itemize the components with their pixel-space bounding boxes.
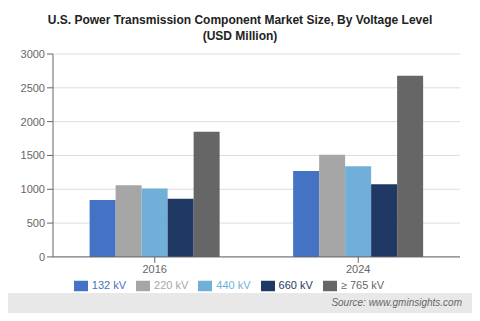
html-text:660 kV: 660 kV — [278, 278, 313, 291]
html-text:220 kV: 220 kV — [154, 278, 189, 291]
svg-text:1000: 1000 — [21, 183, 45, 195]
svg-text:2024: 2024 — [346, 263, 370, 275]
html-text:U.S. Power Transmission Compon: U.S. Power Transmission Component Market… — [47, 13, 433, 27]
svg-text:500: 500 — [27, 217, 45, 229]
svg-text:2500: 2500 — [21, 82, 45, 94]
svg-text:3000: 3000 — [21, 48, 45, 60]
svg-text:2016: 2016 — [143, 263, 167, 275]
html-text:440 kV: 440 kV — [216, 278, 251, 291]
svg-text:2000: 2000 — [21, 116, 45, 128]
html-text:≥ 765 kV: ≥ 765 kV — [340, 278, 385, 291]
html-text:132 kV: 132 kV — [91, 278, 127, 291]
svg-text:0: 0 — [39, 251, 45, 263]
svg-text:1500: 1500 — [21, 149, 45, 161]
html-text:(USD Million): (USD Million) — [202, 29, 278, 43]
html-text:Source: www.gminsights.com: Source: www.gminsights.com — [331, 297, 462, 308]
